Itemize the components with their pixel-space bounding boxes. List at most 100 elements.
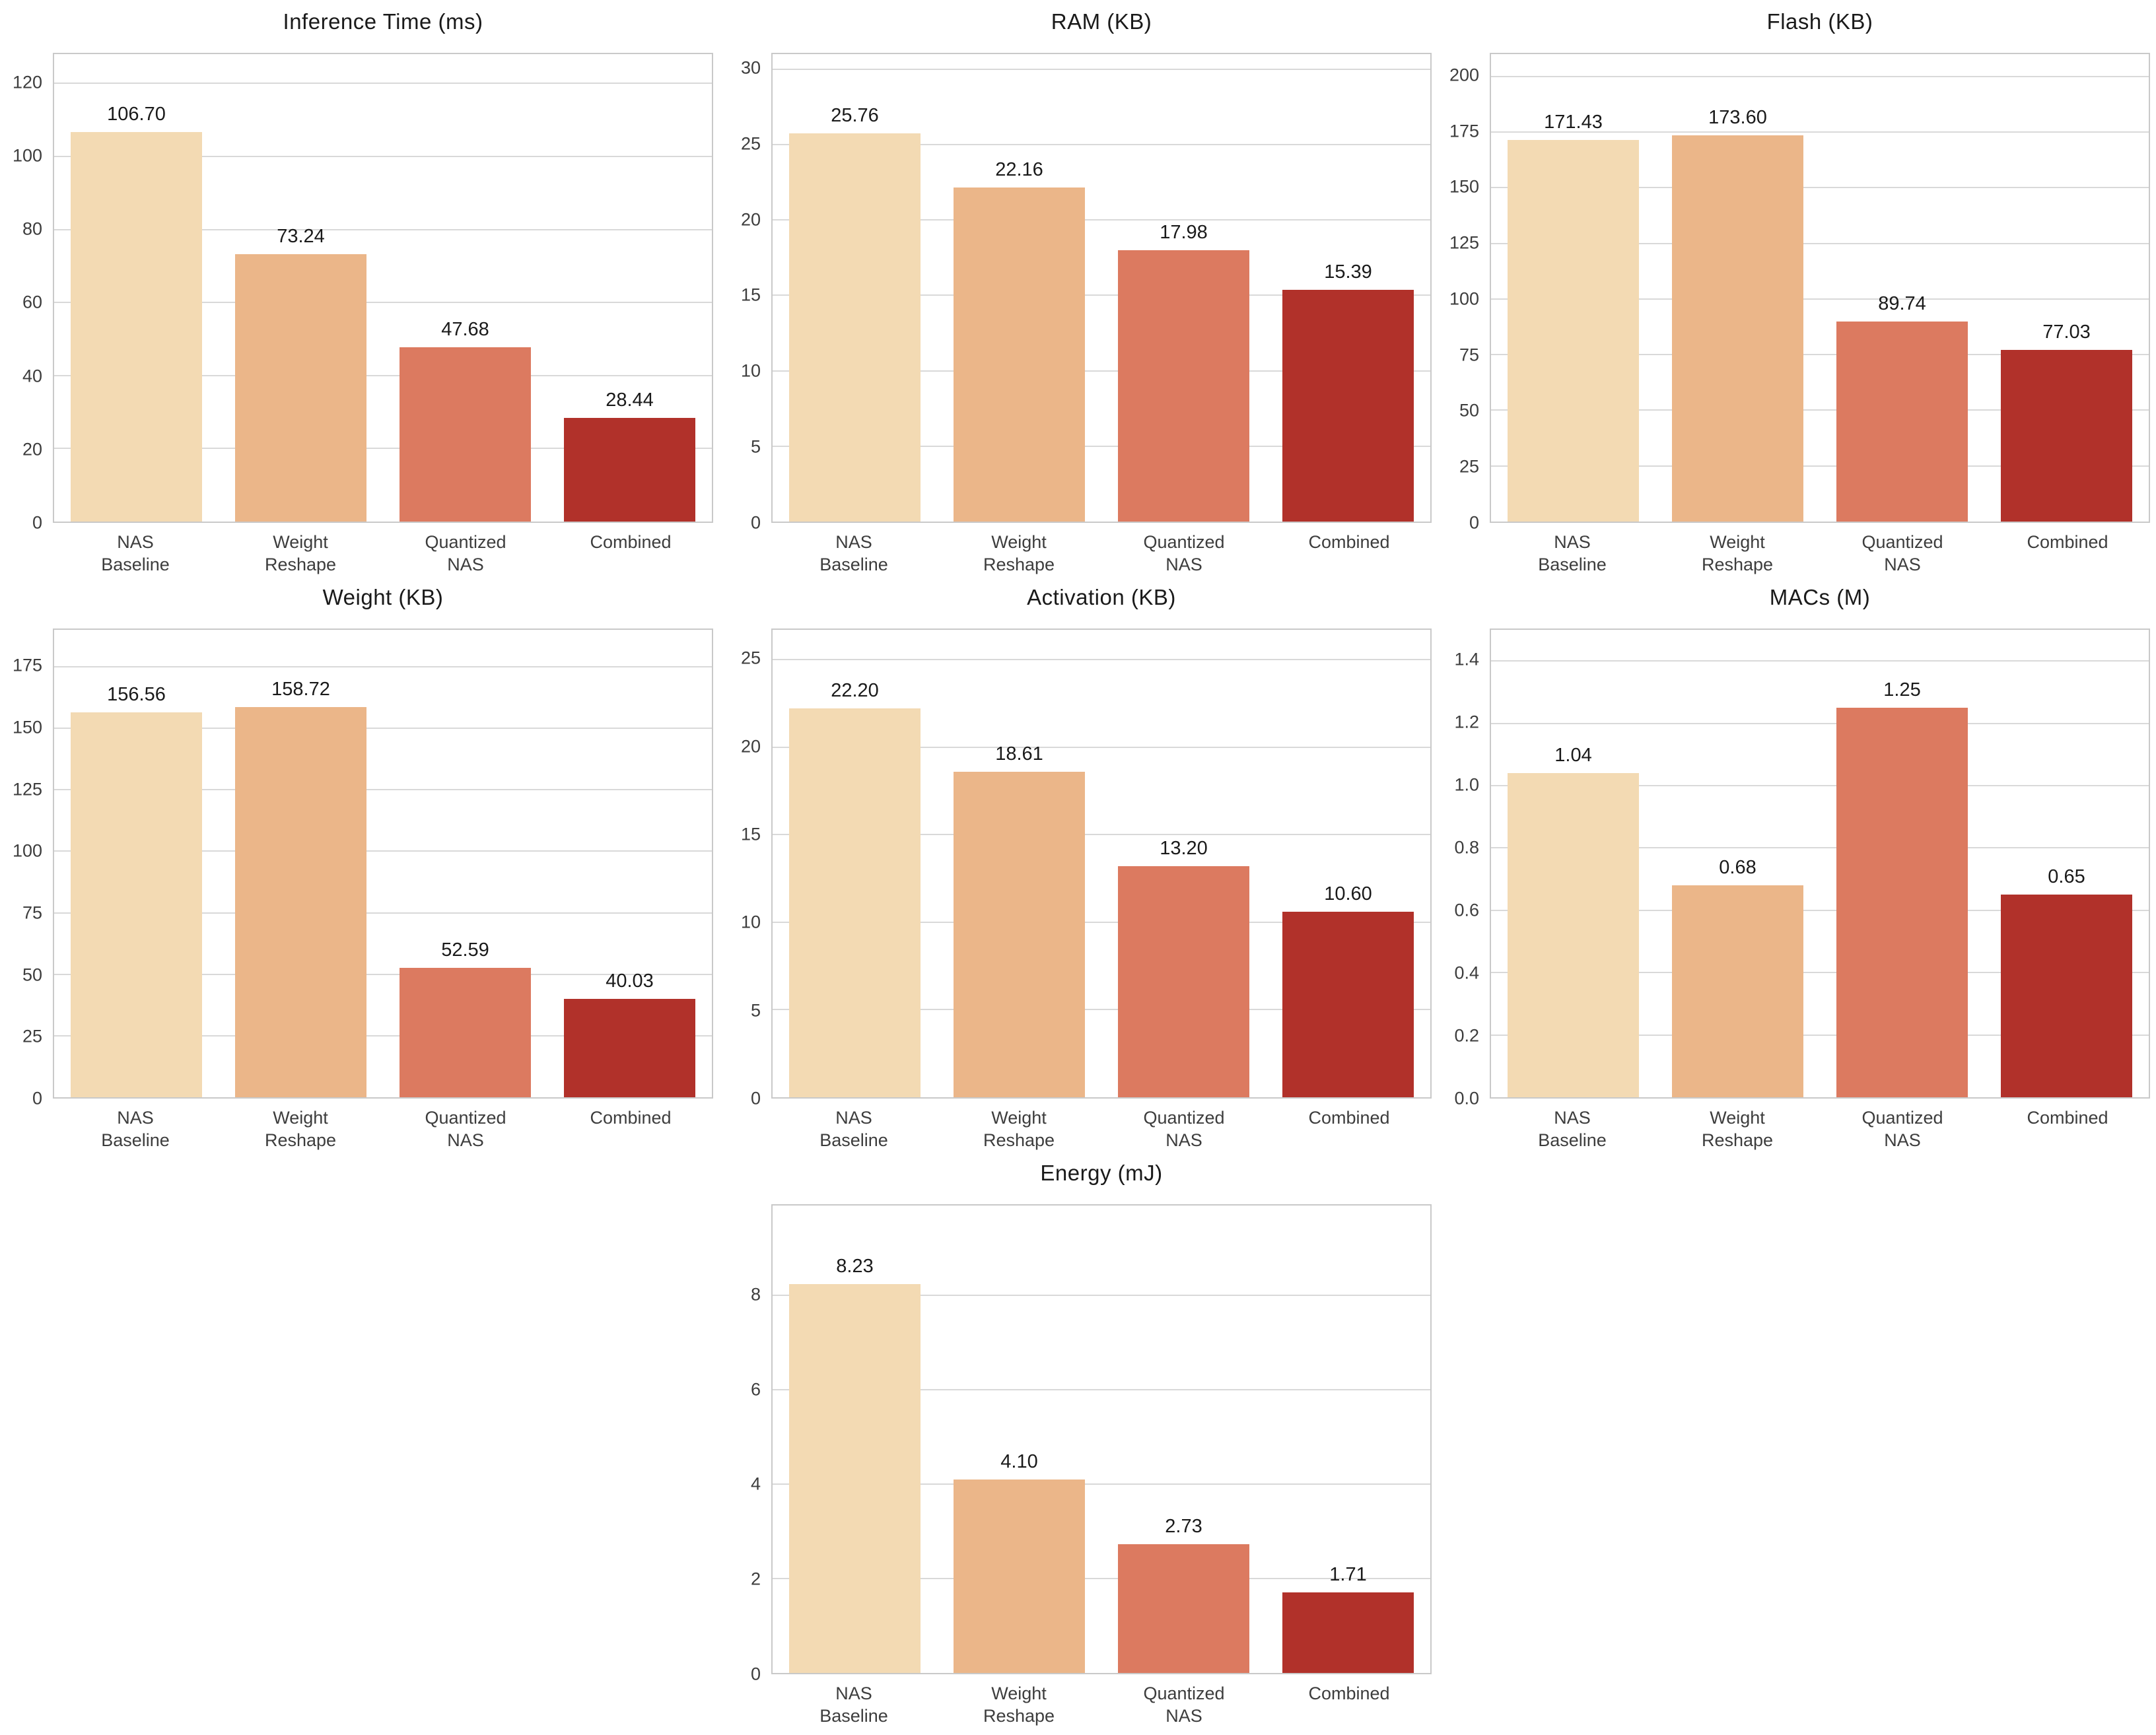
bar-quantized-nas (1836, 322, 1968, 522)
y-axis: 0 20 40 60 80 100 120 (0, 53, 42, 533)
y-tick-label: 200 (1449, 65, 1479, 85)
bar-value-label: 106.70 (107, 103, 166, 125)
x-category-label: Quantized NAS (1861, 532, 1943, 574)
plot-area: 106.70 73.24 47.68 28.44 (53, 53, 713, 523)
gridline (54, 850, 712, 852)
chart-title: Energy (mJ) (1040, 1161, 1163, 1185)
gridline (54, 665, 712, 667)
y-tick-label: 25 (740, 648, 761, 668)
y-axis: 0 5 10 15 20 25 30 (718, 53, 761, 532)
gridline (773, 659, 1430, 661)
bar-value-label: 1.04 (1554, 745, 1592, 766)
x-category-label: NAS Baseline (101, 532, 170, 574)
y-tick-label: 120 (12, 72, 42, 92)
gridline (773, 746, 1430, 748)
chart-title: Flash (KB) (1766, 9, 1873, 34)
bar-value-label: 173.60 (1708, 106, 1767, 128)
y-tick-label: 5 (750, 436, 761, 457)
y-tick-label: 150 (12, 717, 42, 737)
gridline (54, 302, 712, 304)
bar-quantized-nas (1836, 708, 1968, 1097)
y-axis: 0 25 50 75 100 125 150 175 200 (1437, 53, 1479, 532)
chart-activation: Activation (KB) 0 5 10 15 20 25 22.20 18.61 13.… (718, 576, 1437, 1151)
bar-nas-baseline (70, 131, 203, 522)
bar-weight-reshape (953, 1479, 1086, 1673)
bar-combined (563, 998, 696, 1097)
y-tick-label: 1.4 (1454, 649, 1479, 669)
y-tick-label: 20 (740, 209, 761, 230)
bar-nas-baseline (788, 1284, 921, 1673)
y-tick-label: 25 (1459, 456, 1479, 477)
bar-weight-reshape (234, 706, 367, 1097)
x-category-label: Weight Reshape (264, 1108, 337, 1150)
bar-value-label: 25.76 (831, 104, 879, 126)
bar-value-label: 52.59 (441, 939, 489, 961)
y-tick-label: 20 (740, 736, 761, 757)
bar-nas-baseline (788, 133, 921, 522)
gridline (54, 374, 712, 376)
y-tick-label: 0 (750, 512, 761, 533)
chart-title: Weight (KB) (322, 585, 444, 609)
gridline (1491, 409, 2149, 411)
x-category-label: Weight Reshape (264, 532, 337, 574)
gridline (1491, 785, 2149, 787)
gridline (54, 448, 712, 450)
y-tick-label: 50 (22, 965, 42, 985)
gridline (1491, 660, 2149, 662)
y-axis: 0 5 10 15 20 25 (718, 629, 761, 1108)
bar-combined (1282, 911, 1414, 1097)
x-category-label: NAS Baseline (1538, 532, 1607, 574)
x-category-label: NAS Baseline (1538, 1108, 1607, 1150)
x-category-label: NAS Baseline (819, 532, 888, 574)
y-tick-label: 15 (740, 824, 761, 844)
bar-value-label: 8.23 (836, 1256, 874, 1277)
bar-value-label: 22.20 (831, 680, 879, 702)
y-tick-label: 0 (750, 1664, 761, 1684)
bar-value-label: 4.10 (1000, 1450, 1038, 1472)
chart-flash: Flash (KB) 0 25 50 75 100 125 150 175 200 171.43… (1437, 0, 2156, 576)
chart-energy: Energy (mJ) 0 2 4 6 8 8.23 4.10 2.73 1.71 NAS B… (718, 1151, 1437, 1733)
y-tick-label: 5 (750, 1000, 761, 1021)
y-tick-label: 0 (1469, 512, 1479, 533)
bar-value-label: 77.03 (2042, 322, 2091, 343)
y-tick-label: 0.2 (1454, 1025, 1479, 1046)
gridline (773, 1294, 1430, 1296)
x-category-label: NAS Baseline (819, 1108, 888, 1150)
gridline (773, 921, 1430, 923)
chart-weight: Weight (KB) 0 25 50 75 100 125 150 175 156.56 15… (0, 576, 718, 1151)
gridline (773, 834, 1430, 836)
y-tick-label: 1.0 (1454, 774, 1479, 795)
y-tick-label: 0 (32, 1088, 42, 1108)
y-axis: 0 25 50 75 100 125 150 175 (0, 629, 42, 1108)
bar-combined (563, 417, 696, 522)
y-tick-label: 25 (740, 133, 761, 154)
x-category-label: Weight Reshape (983, 1684, 1055, 1726)
gridline (1491, 465, 2149, 467)
y-tick-label: 75 (22, 902, 42, 923)
gridline (773, 1483, 1430, 1485)
gridline (1491, 909, 2149, 911)
y-tick-label: 0 (750, 1088, 761, 1108)
gridline (773, 1577, 1430, 1579)
bar-value-label: 28.44 (606, 389, 654, 411)
gridline (773, 68, 1430, 70)
y-tick-label: 10 (740, 360, 761, 381)
x-category-label: Weight Reshape (1701, 532, 1774, 574)
y-axis: 0.0 0.2 0.4 0.6 0.8 1.0 1.2 1.4 (1437, 629, 1479, 1108)
bar-nas-baseline (1507, 140, 1640, 522)
chart-ram: RAM (KB) 0 5 10 15 20 25 30 25.76 22.16 17.98 15.… (718, 0, 1437, 576)
x-category-label: Combined (2027, 1108, 2108, 1128)
bar-value-label: 13.20 (1160, 837, 1208, 859)
plot-area: 156.56 158.72 52.59 40.03 (53, 629, 713, 1099)
y-tick-label: 0.0 (1454, 1088, 1479, 1108)
x-axis: NAS Baseline Weight Reshape Quantized NAS C… (771, 1682, 1432, 1735)
chart-macs: MACs (M) 0.0 0.2 0.4 0.6 0.8 1.0 1.2 1.4 1.04 0.… (1437, 576, 2156, 1151)
plot-area: 8.23 4.10 2.73 1.71 (771, 1204, 1432, 1674)
bar-weight-reshape (1671, 135, 1804, 522)
gridline (1491, 298, 2149, 300)
y-tick-label: 20 (22, 439, 42, 459)
bar-quantized-nas (399, 968, 532, 1097)
x-category-label: Weight Reshape (983, 532, 1055, 574)
x-category-label: Combined (590, 532, 672, 552)
